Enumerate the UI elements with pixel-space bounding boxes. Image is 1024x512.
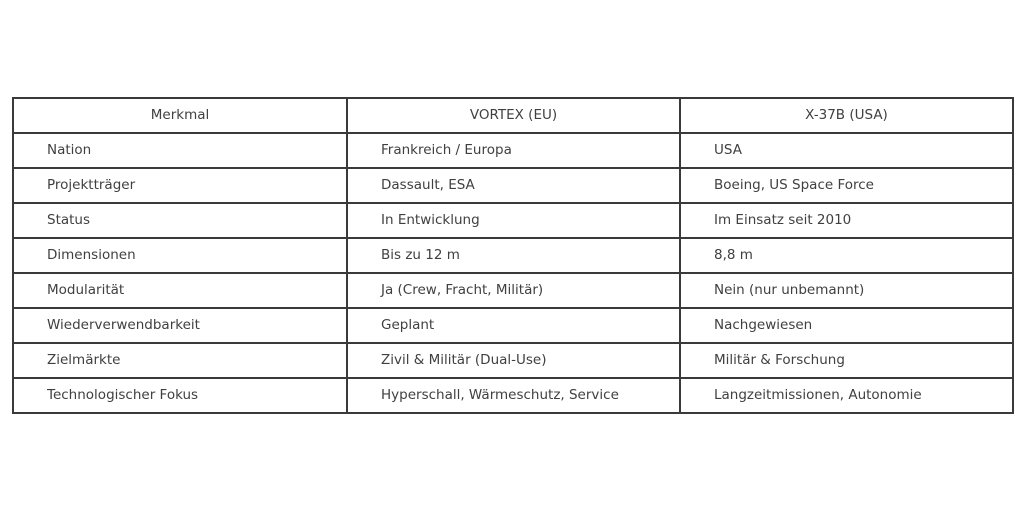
cell-vortex: Ja (Crew, Fracht, Militär) bbox=[346, 272, 681, 309]
cell-feature: Status bbox=[12, 202, 348, 239]
cell-x37b: Militär & Forschung bbox=[679, 342, 1014, 379]
cell-feature: Projektträger bbox=[12, 167, 348, 204]
cell-feature: Dimensionen bbox=[12, 237, 348, 274]
cell-feature: Zielmärkte bbox=[12, 342, 348, 379]
cell-x37b: Langzeitmissionen, Autonomie bbox=[679, 377, 1014, 414]
table-header-row: Merkmal VORTEX (EU) X-37B (USA) bbox=[12, 97, 1014, 134]
table-row: Projektträger Dassault, ESA Boeing, US S… bbox=[12, 167, 1014, 204]
cell-vortex: Geplant bbox=[346, 307, 681, 344]
column-header-merkmal: Merkmal bbox=[12, 97, 348, 134]
column-header-vortex-eu: VORTEX (EU) bbox=[346, 97, 681, 134]
cell-feature: Technologischer Fokus bbox=[12, 377, 348, 414]
cell-vortex: Bis zu 12 m bbox=[346, 237, 681, 274]
cell-x37b: 8,8 m bbox=[679, 237, 1014, 274]
table-row: Zielmärkte Zivil & Militär (Dual-Use) Mi… bbox=[12, 342, 1014, 379]
comparison-table-container: Merkmal VORTEX (EU) X-37B (USA) Nation F… bbox=[12, 97, 1014, 414]
comparison-table: Merkmal VORTEX (EU) X-37B (USA) Nation F… bbox=[12, 97, 1014, 414]
table-row: Status In Entwicklung Im Einsatz seit 20… bbox=[12, 202, 1014, 239]
table-row: Wiederverwendbarkeit Geplant Nachgewiese… bbox=[12, 307, 1014, 344]
table-row: Technologischer Fokus Hyperschall, Wärme… bbox=[12, 377, 1014, 414]
cell-feature: Modularität bbox=[12, 272, 348, 309]
table-header: Merkmal VORTEX (EU) X-37B (USA) bbox=[12, 97, 1014, 134]
cell-vortex: Frankreich / Europa bbox=[346, 132, 681, 169]
cell-x37b: Im Einsatz seit 2010 bbox=[679, 202, 1014, 239]
cell-feature: Nation bbox=[12, 132, 348, 169]
cell-vortex: Hyperschall, Wärmeschutz, Service bbox=[346, 377, 681, 414]
cell-x37b: Nachgewiesen bbox=[679, 307, 1014, 344]
cell-x37b: Boeing, US Space Force bbox=[679, 167, 1014, 204]
table-row: Modularität Ja (Crew, Fracht, Militär) N… bbox=[12, 272, 1014, 309]
cell-feature: Wiederverwendbarkeit bbox=[12, 307, 348, 344]
cell-vortex: Zivil & Militär (Dual-Use) bbox=[346, 342, 681, 379]
table-row: Dimensionen Bis zu 12 m 8,8 m bbox=[12, 237, 1014, 274]
table-body: Nation Frankreich / Europa USA Projekttr… bbox=[12, 132, 1014, 414]
table-row: Nation Frankreich / Europa USA bbox=[12, 132, 1014, 169]
cell-vortex: In Entwicklung bbox=[346, 202, 681, 239]
cell-x37b: USA bbox=[679, 132, 1014, 169]
column-header-x37b-usa: X-37B (USA) bbox=[679, 97, 1014, 134]
cell-vortex: Dassault, ESA bbox=[346, 167, 681, 204]
cell-x37b: Nein (nur unbemannt) bbox=[679, 272, 1014, 309]
